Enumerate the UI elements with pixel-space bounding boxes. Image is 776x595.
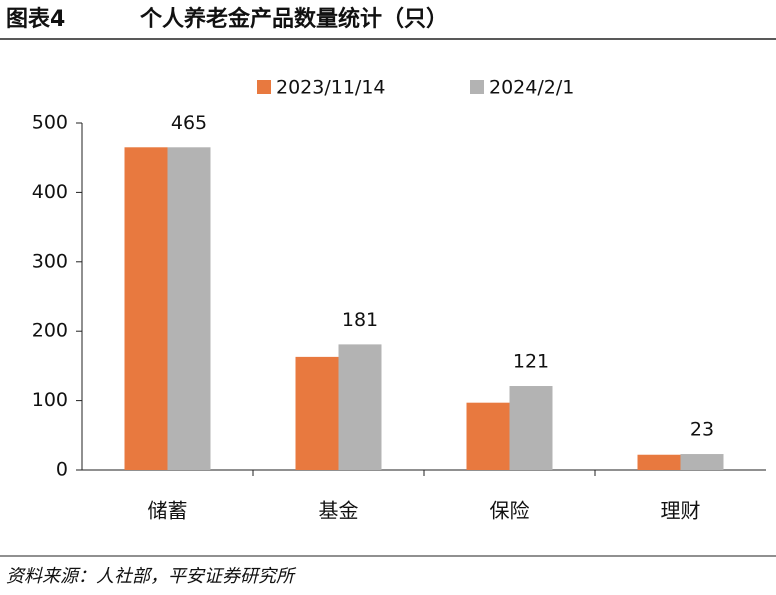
x-tick-label: 保险 — [490, 499, 530, 523]
data-label: 121 — [513, 351, 549, 373]
bar — [509, 386, 553, 470]
data-label: 23 — [690, 419, 714, 441]
x-tick-label: 理财 — [661, 499, 701, 523]
bar — [680, 454, 724, 470]
y-tick-label: 0 — [56, 459, 68, 481]
y-tick-label: 100 — [32, 389, 68, 411]
legend-label: 2023/11/14 — [276, 77, 386, 99]
y-tick-label: 300 — [32, 250, 68, 272]
figure-label: 图表4 — [6, 7, 65, 32]
source: 资料来源：人社部，平安证券研究所 — [6, 566, 297, 587]
bar — [466, 402, 510, 470]
data-label: 181 — [342, 309, 378, 331]
bar — [338, 344, 382, 470]
bar — [124, 147, 168, 471]
legend-swatch — [257, 80, 271, 94]
chart-title: 个人养老金产品数量统计（只） — [140, 6, 448, 32]
legend-label: 2024/2/1 — [489, 77, 574, 99]
y-tick-label: 200 — [32, 320, 68, 342]
data-label: 465 — [171, 112, 207, 134]
bar — [295, 356, 339, 470]
x-tick-label: 基金 — [319, 499, 359, 523]
legend-swatch — [470, 80, 484, 94]
y-tick-label: 400 — [32, 181, 68, 203]
bar — [167, 147, 211, 471]
x-tick-label: 储蓄 — [148, 499, 188, 523]
y-tick-label: 500 — [32, 112, 68, 134]
bar — [637, 454, 681, 470]
